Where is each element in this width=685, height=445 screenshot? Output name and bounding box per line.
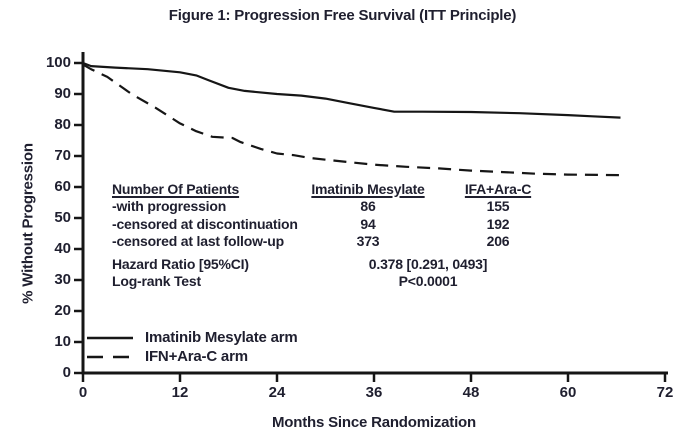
row-value-ifa: 155 [486, 198, 510, 215]
row-value-ifa: 206 [486, 233, 510, 250]
table-row: -censored at discontinuation 94 192 [112, 215, 558, 233]
table-header-ifa: IFA+Ara-C [464, 180, 532, 197]
row-label: -with progression [112, 198, 227, 215]
table-header-imatinib: Imatinib Mesylate [311, 180, 425, 197]
x-axis-label: Months Since Randomization [272, 414, 476, 431]
x-tick-label: 60 [559, 384, 577, 401]
y-tick-label: 0 [62, 364, 71, 381]
table-header-patients: Number Of Patients [112, 180, 240, 197]
logrank-label: Log-rank Test [112, 273, 201, 290]
y-tick-label: 70 [54, 147, 71, 164]
x-tick-label: 12 [171, 384, 189, 401]
table-header-row: Number Of Patients Imatinib Mesylate IFA… [112, 180, 558, 198]
y-tick-label: 90 [54, 85, 71, 102]
y-tick-label: 50 [54, 209, 71, 226]
row-label: -censored at last follow-up [112, 233, 284, 250]
logrank-row: Log-rank Test P<0.0001 [112, 273, 558, 291]
curve-ifn [82, 63, 625, 177]
y-tick-label: 10 [54, 333, 71, 350]
row-value-imatinib: 373 [356, 233, 380, 250]
logrank-value: P<0.0001 [398, 273, 458, 290]
y-tick-label: 40 [54, 240, 71, 257]
row-value-ifa: 192 [486, 215, 510, 232]
row-value-imatinib: 86 [360, 198, 376, 215]
legend-label-ifn: IFN+Ara-C arm [145, 348, 248, 365]
hazard-ratio-label: Hazard Ratio [95%CI) [112, 255, 249, 272]
legend-line-samples [87, 336, 133, 359]
row-value-imatinib: 94 [360, 215, 376, 232]
y-tick-label: 80 [54, 116, 71, 133]
figure-title: Figure 1: Progression Free Survival (ITT… [168, 7, 517, 24]
y-tick-label: 20 [54, 302, 71, 319]
x-tick-label: 24 [268, 384, 286, 401]
inset-table: Number Of Patients Imatinib Mesylate IFA… [112, 180, 558, 290]
x-tick-label: 72 [656, 384, 674, 401]
x-tick-label: 36 [365, 384, 383, 401]
legend-label-imatinib: Imatinib Mesylate arm [145, 329, 298, 346]
hazard-ratio-value: 0.378 [0.291, 0493] [368, 255, 488, 272]
y-tick-label: 30 [54, 271, 71, 288]
hazard-ratio-row: Hazard Ratio [95%CI) 0.378 [0.291, 0493] [112, 255, 558, 273]
y-tick-label: 60 [54, 178, 71, 195]
y-tick-label: 100 [45, 54, 71, 71]
row-label: -censored at discontinuation [112, 215, 298, 232]
x-tick-label: 0 [78, 384, 88, 401]
table-row: -censored at last follow-up 373 206 [112, 233, 558, 251]
survival-curves [82, 61, 625, 177]
axis-ticks [74, 61, 667, 382]
curve-imatinib [82, 61, 621, 119]
x-tick-label: 48 [462, 384, 480, 401]
table-row: -with progression 86 155 [112, 198, 558, 216]
